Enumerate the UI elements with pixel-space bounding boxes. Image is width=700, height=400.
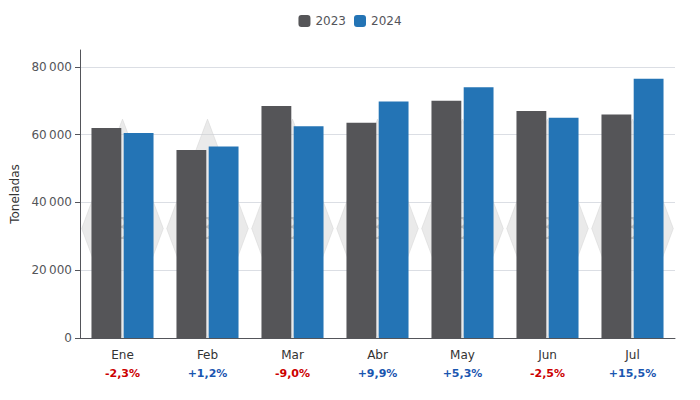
svg-text:20 000: 20 000: [31, 263, 72, 277]
svg-text:Jul: Jul: [624, 348, 639, 362]
svg-text:40 000: 40 000: [31, 195, 72, 209]
svg-text:-2,5%: -2,5%: [530, 367, 565, 380]
svg-text:2023: 2023: [315, 14, 346, 28]
svg-text:Abr: Abr: [367, 348, 388, 362]
svg-text:+15,5%: +15,5%: [609, 367, 656, 380]
svg-text:+1,2%: +1,2%: [188, 367, 228, 380]
svg-text:Ene: Ene: [111, 348, 134, 362]
svg-text:2024: 2024: [371, 14, 402, 28]
svg-text:Mar: Mar: [281, 348, 304, 362]
svg-text:+5,3%: +5,3%: [443, 367, 483, 380]
svg-text:Jun: Jun: [537, 348, 557, 362]
svg-text:-2,3%: -2,3%: [105, 367, 140, 380]
svg-text:0: 0: [64, 331, 72, 345]
svg-text:+9,9%: +9,9%: [358, 367, 398, 380]
svg-text:-9,0%: -9,0%: [275, 367, 310, 380]
svg-text:80 000: 80 000: [31, 60, 72, 74]
svg-text:60 000: 60 000: [31, 128, 72, 142]
svg-text:Feb: Feb: [197, 348, 218, 362]
svg-text:Toneladas: Toneladas: [8, 164, 22, 225]
svg-text:May: May: [450, 348, 475, 362]
